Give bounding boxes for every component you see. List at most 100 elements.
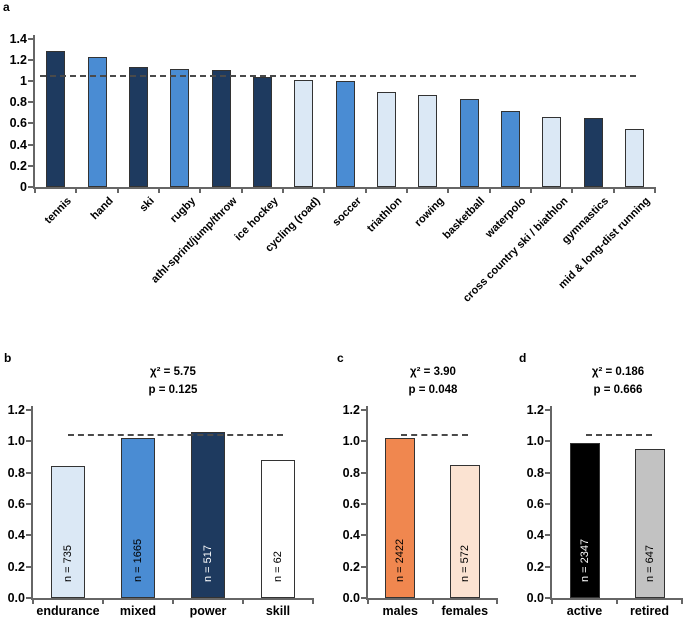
y-tick-label: 0	[20, 180, 27, 194]
bar-cycling-road	[294, 79, 314, 187]
y-tick-label: 1.2	[526, 403, 544, 417]
x-tick	[431, 598, 434, 604]
y-tick-label: 0.0	[342, 591, 360, 605]
x-tick	[406, 187, 408, 193]
bar-n-label: n = 735	[62, 544, 74, 582]
bar-rugby	[170, 69, 190, 187]
x-tick	[447, 187, 450, 193]
y-tick-label: 0.8	[342, 465, 360, 480]
x-tick	[32, 598, 34, 604]
y-axis	[31, 406, 33, 598]
y-tick	[26, 471, 31, 474]
bar-n-label: n = 1665	[132, 538, 144, 582]
x-tick	[367, 598, 369, 604]
y-tick-label: 0.6	[7, 497, 25, 511]
reference-dashed-line	[68, 434, 283, 437]
y-tick-label: 0.6	[342, 497, 360, 511]
x-category-label: skill	[265, 604, 291, 618]
x-tick	[102, 598, 104, 604]
bar-females	[449, 464, 480, 598]
y-tick	[28, 37, 33, 40]
panel-b-p-value: p = 0.125	[148, 384, 198, 396]
y-tick	[545, 503, 550, 505]
bar-active	[569, 442, 600, 598]
bar-tennis	[46, 51, 66, 187]
y-tick-label: 0.4	[526, 528, 544, 543]
x-category-label: hand	[88, 195, 116, 223]
y-tick	[545, 565, 550, 568]
panel-d-p-value: p = 0.666	[593, 384, 643, 396]
bar-cross-country-ski-biathlon	[542, 117, 562, 187]
bar-endurance	[51, 466, 85, 598]
panel-b-letter: b	[4, 351, 12, 365]
y-tick-label: 0.6	[526, 497, 544, 511]
y-tick	[545, 597, 550, 599]
y-tick-label: 0.8	[526, 465, 544, 480]
x-tick	[530, 187, 532, 193]
panel-c-letter: c	[337, 351, 344, 365]
y-tick	[545, 471, 550, 474]
y-tick-label: 1.0	[526, 434, 544, 449]
y-tick-label: 1.0	[7, 434, 25, 449]
reference-dashed-line	[586, 434, 652, 437]
panel-d-chi-square-value: χ² = 0.186	[591, 366, 645, 378]
y-tick	[361, 597, 366, 599]
bar-n-label: n = 62	[272, 551, 284, 582]
bar-retired	[634, 449, 665, 598]
y-tick	[28, 122, 33, 125]
panel-a-letter: a	[3, 0, 10, 14]
y-axis	[366, 406, 368, 598]
y-tick	[545, 440, 550, 443]
y-tick-label: 0.0	[7, 591, 25, 605]
y-tick	[26, 597, 31, 599]
y-tick	[28, 80, 33, 82]
panel-b-chi-square-value: χ² = 5.75	[150, 366, 196, 378]
bar-ski	[128, 67, 148, 187]
y-tick	[361, 409, 366, 411]
panel-c-chi-square-value: χ² = 3.90	[410, 366, 456, 378]
x-category-label: females	[441, 604, 489, 618]
x-tick	[242, 598, 244, 604]
bar-males	[385, 438, 416, 598]
x-category-label: active	[566, 604, 603, 618]
y-tick-label: 0.2	[342, 559, 360, 574]
reference-dashed-line	[40, 74, 636, 77]
y-tick-label: 0.4	[9, 137, 27, 152]
x-tick	[323, 187, 326, 193]
x-tick	[488, 187, 491, 193]
y-tick	[361, 503, 366, 505]
bar-n-label: n = 517	[202, 544, 214, 582]
bar-basketball	[459, 99, 479, 187]
x-tick	[681, 598, 683, 604]
x-tick	[172, 598, 174, 604]
y-tick	[26, 534, 31, 537]
x-tick	[616, 598, 618, 604]
bar-soccer	[335, 81, 355, 187]
bar-n-label: n = 2422	[394, 538, 407, 582]
panel-b-stats: χ² = 5.75 p = 0.125	[113, 363, 233, 399]
y-tick-label: 0.4	[342, 528, 360, 543]
y-tick	[26, 409, 31, 411]
y-axis	[33, 34, 35, 187]
bar-n-label: n = 572	[458, 544, 471, 582]
x-category-label: triathlon	[365, 195, 405, 235]
y-tick-label: 0.8	[7, 465, 25, 480]
y-tick	[361, 565, 366, 568]
bar-waterpolo	[500, 110, 520, 187]
x-tick	[496, 598, 498, 604]
bar-gymnastics	[583, 118, 603, 187]
bar-mid-long-dist-running	[624, 128, 644, 187]
y-tick	[26, 503, 31, 505]
y-tick	[361, 440, 366, 443]
x-category-label: rugby	[168, 195, 199, 226]
bar-skill	[261, 460, 295, 598]
y-tick-label: 1.2	[342, 403, 360, 417]
x-category-label: power	[189, 604, 227, 618]
x-tick	[34, 187, 36, 193]
y-tick-label: 1	[20, 74, 27, 88]
bar-triathlon	[376, 91, 396, 187]
y-tick	[26, 565, 31, 568]
x-tick	[551, 598, 553, 604]
y-tick-label: 0.0	[526, 591, 544, 605]
